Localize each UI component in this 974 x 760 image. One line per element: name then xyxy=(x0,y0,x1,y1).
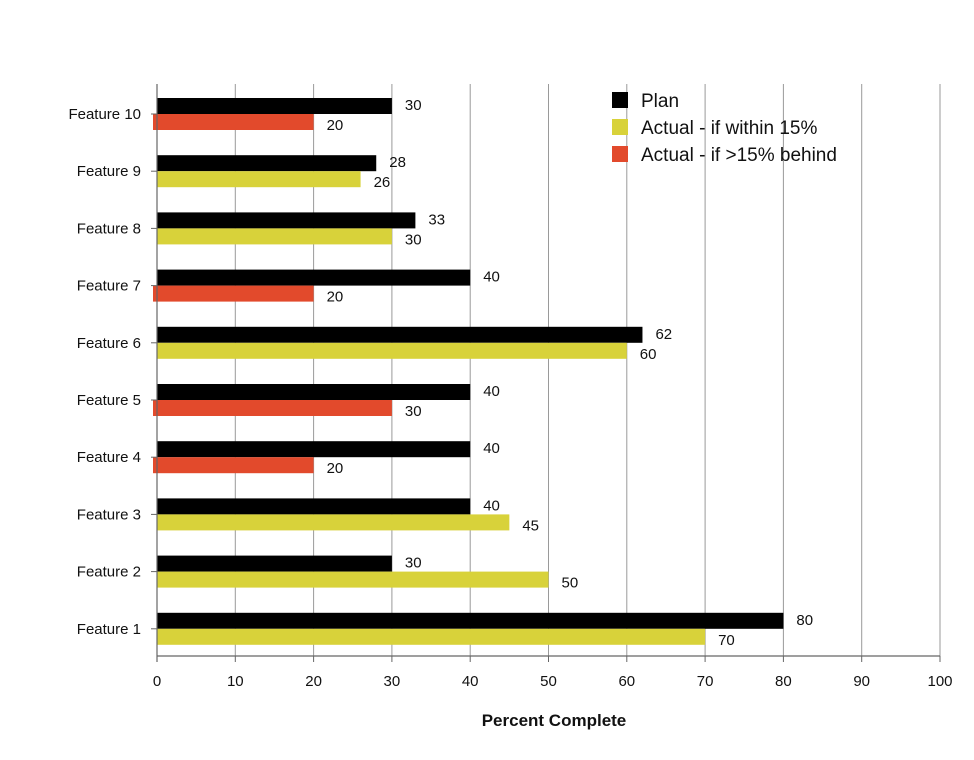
category-label: Feature 4 xyxy=(77,449,141,466)
plan-bar xyxy=(157,212,416,229)
plan-value-label: 28 xyxy=(389,154,406,171)
actual-value-label: 20 xyxy=(327,460,344,477)
x-tick-label: 10 xyxy=(227,673,244,690)
x-axis-title: Percent Complete xyxy=(482,711,627,730)
legend-label-behind: Actual - if >15% behind xyxy=(641,145,837,166)
labels: 0 10 20 30 40 50 60 70 80 90 100 Feature 10 30 20 Feat… xyxy=(68,97,952,690)
actual-bar xyxy=(153,400,392,416)
plan-bar xyxy=(157,384,471,400)
actual-bar xyxy=(157,342,627,359)
plan-value-label: 40 xyxy=(483,497,500,514)
plan-bar xyxy=(157,612,784,629)
x-tick-label: 70 xyxy=(697,673,714,690)
x-tick-label: 60 xyxy=(618,673,635,690)
actual-value-label: 45 xyxy=(522,517,539,534)
actual-bar xyxy=(153,457,314,474)
legend: Plan Actual - if within 15% Actual - if >1… xyxy=(612,91,837,166)
x-tick-label: 90 xyxy=(853,673,870,690)
plan-bar xyxy=(157,441,471,458)
x-tick-label: 100 xyxy=(927,673,952,690)
actual-bar xyxy=(157,171,361,188)
plan-bar xyxy=(157,155,377,172)
category-label: Feature 9 xyxy=(77,163,141,180)
legend-label-plan: Plan xyxy=(641,91,679,112)
plan-bar xyxy=(157,555,392,572)
x-tick-label: 0 xyxy=(153,673,161,690)
x-tick-label: 50 xyxy=(540,673,557,690)
actual-bar xyxy=(157,571,549,588)
actual-value-label: 50 xyxy=(562,575,579,592)
actual-value-label: 30 xyxy=(405,403,422,420)
plan-value-label: 40 xyxy=(483,269,500,286)
category-label: Feature 8 xyxy=(77,220,141,237)
plan-value-label: 62 xyxy=(655,326,672,343)
plan-value-label: 80 xyxy=(796,612,813,629)
plan-bar xyxy=(157,98,392,114)
category-label: Feature 2 xyxy=(77,564,141,581)
plan-value-label: 30 xyxy=(405,555,422,572)
actual-bar xyxy=(157,514,510,531)
x-tick-label: 80 xyxy=(775,673,792,690)
plan-value-label: 30 xyxy=(405,97,422,114)
plan-value-label: 40 xyxy=(483,440,500,457)
actual-bar xyxy=(157,628,706,645)
actual-bar xyxy=(153,114,314,130)
category-label: Feature 5 xyxy=(77,392,141,409)
category-label: Feature 7 xyxy=(77,278,141,295)
actual-bar xyxy=(157,228,392,245)
legend-swatch-plan xyxy=(612,92,628,108)
x-tick-label: 40 xyxy=(462,673,479,690)
actual-value-label: 26 xyxy=(374,174,391,191)
actual-value-label: 20 xyxy=(327,289,344,306)
actual-value-label: 60 xyxy=(640,346,657,363)
category-label: Feature 1 xyxy=(77,621,141,638)
legend-swatch-behind xyxy=(612,146,628,162)
legend-label-within: Actual - if within 15% xyxy=(641,118,817,139)
actual-value-label: 30 xyxy=(405,231,422,248)
category-label: Feature 10 xyxy=(68,106,141,123)
actual-value-label: 70 xyxy=(718,632,735,649)
legend-swatch-within xyxy=(612,119,628,135)
category-label: Feature 6 xyxy=(77,335,141,352)
plan-value-label: 33 xyxy=(428,211,445,228)
actual-bar xyxy=(153,285,314,302)
bars xyxy=(153,98,784,645)
axes xyxy=(151,84,941,662)
actual-value-label: 20 xyxy=(327,117,344,134)
plan-bar xyxy=(157,498,471,515)
category-label: Feature 3 xyxy=(77,506,141,523)
plan-bar xyxy=(157,269,471,286)
plan-value-label: 40 xyxy=(483,383,500,400)
plan-bar xyxy=(157,326,643,343)
x-tick-label: 30 xyxy=(384,673,401,690)
x-tick-label: 20 xyxy=(305,673,322,690)
